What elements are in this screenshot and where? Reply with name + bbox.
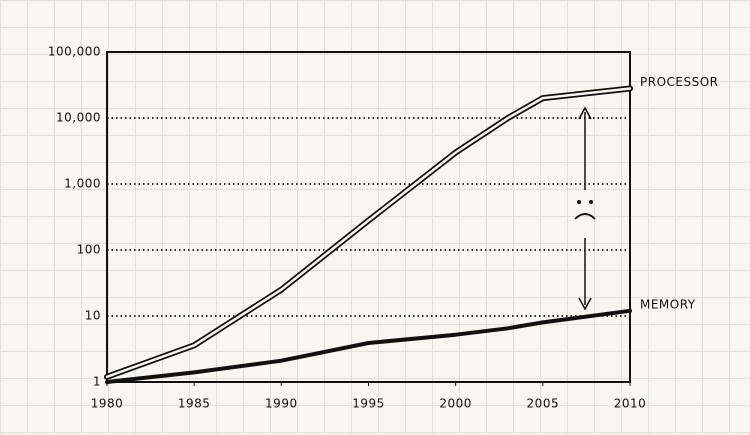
- x-tick-label: 2000: [439, 397, 472, 411]
- y-tick-label: 1: [93, 375, 101, 389]
- series-line: [105, 308, 632, 384]
- x-tick-label: 1985: [178, 397, 211, 411]
- y-tick-label: 10: [85, 309, 101, 323]
- gap-annotation: [574, 106, 596, 311]
- series-label: MEMORY: [640, 297, 696, 311]
- frown-eye: [577, 200, 581, 204]
- x-tick-label: 2005: [527, 397, 560, 411]
- y-tick-label: 100: [77, 243, 101, 257]
- series-line-inner: [105, 87, 632, 379]
- series-line: [104, 85, 633, 380]
- arrow-heads: [578, 106, 592, 311]
- y-tick-label: 100,000: [48, 45, 101, 59]
- y-tick-label: 1,000: [64, 177, 101, 191]
- x-tick-label: 2010: [614, 397, 647, 411]
- x-tick-label: 1995: [352, 397, 385, 411]
- series-label: PROCESSOR: [640, 75, 719, 89]
- y-tick-label: 10,000: [56, 111, 101, 125]
- frown-mouth: [574, 213, 596, 220]
- x-tick-label: 1990: [265, 397, 298, 411]
- x-tick-label: 1980: [91, 397, 124, 411]
- frown-eye: [589, 200, 593, 204]
